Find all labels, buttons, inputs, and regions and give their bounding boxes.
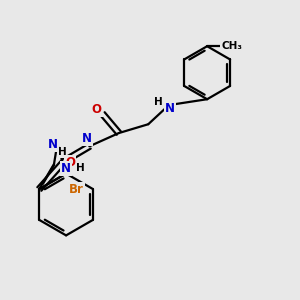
Text: O: O (92, 103, 102, 116)
Text: CH₃: CH₃ (221, 41, 242, 51)
Text: Br: Br (69, 182, 84, 196)
Text: N: N (82, 133, 92, 146)
Text: N: N (61, 162, 71, 175)
Text: O: O (65, 156, 75, 169)
Text: N: N (165, 101, 175, 115)
Text: H: H (154, 97, 163, 107)
Text: N: N (48, 138, 58, 151)
Text: H: H (76, 164, 85, 173)
Text: H: H (58, 147, 67, 158)
